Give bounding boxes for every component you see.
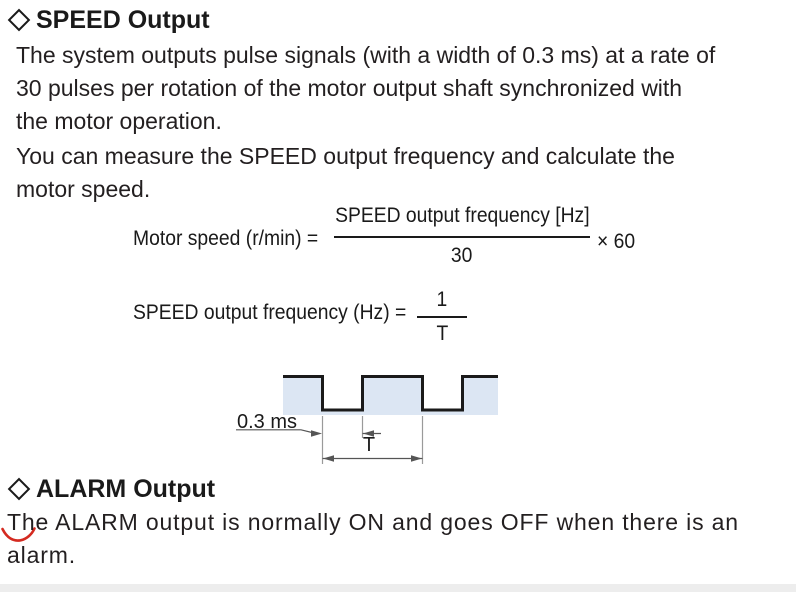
speed-paragraph-line: 30 pulses per rotation of the motor outp…: [16, 75, 683, 101]
speed-paragraph-line: the motor operation.: [16, 108, 222, 134]
pulse-width-label: 0.3 ms: [237, 411, 298, 433]
pulse-trace: [283, 375, 498, 412]
waveform-low-fill: [422, 410, 463, 415]
arrowhead-left-icon: [323, 455, 334, 462]
fraction-bar: [334, 236, 590, 239]
speed-paragraph-line: motor speed.: [16, 176, 151, 202]
frequency-formula-numerator: 1: [436, 288, 448, 311]
motor-speed-formula-numerator: SPEED output frequency [Hz]: [334, 204, 590, 227]
speed-paragraph-line: The system outputs pulse signals (with a…: [16, 42, 716, 68]
alarm-paragraph-line: The ALARM output is normally ON and goes…: [7, 509, 739, 535]
arrowhead-right-icon: [311, 430, 322, 437]
speed-output-heading: SPEED Output: [6, 7, 210, 33]
waveform-high-fill: [462, 377, 498, 415]
waveform-high-fill: [362, 377, 423, 415]
alarm-paragraph-line: alarm.: [7, 542, 77, 568]
motor-speed-formula-multiplier: × 60: [597, 230, 636, 253]
speed-heading-label: SPEED Output: [36, 6, 210, 34]
alarm-heading-label: ALARM Output: [36, 475, 216, 503]
speed-paragraph-line: You can measure the SPEED output frequen…: [16, 143, 675, 169]
fraction-bar: [417, 316, 467, 319]
motor-speed-formula-denominator: 30: [451, 244, 473, 267]
waveform-low-fill: [322, 410, 363, 415]
page-bottom-strip: [0, 584, 796, 592]
motor-speed-formula-lhs: Motor speed (r/min) =: [133, 227, 319, 250]
period-label: T: [362, 434, 376, 456]
arrowhead-right-icon: [411, 455, 422, 462]
frequency-formula-lhs: SPEED output frequency (Hz) =: [133, 301, 407, 324]
frequency-formula-denominator: T: [436, 322, 448, 345]
diamond-icon: [7, 8, 31, 32]
diamond-icon: [7, 477, 31, 501]
alarm-output-heading: ALARM Output: [6, 476, 215, 502]
waveform-high-fill: [283, 377, 323, 415]
